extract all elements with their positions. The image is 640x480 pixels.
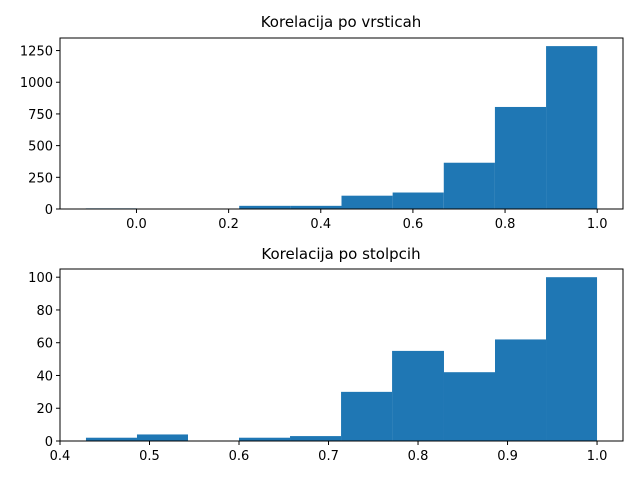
y-tick-label: 250	[28, 171, 53, 186]
y-tick-label: 750	[28, 108, 53, 123]
chart-title: Korelacija po vrsticah	[261, 13, 422, 31]
histogram-bar	[443, 372, 496, 441]
histogram-bar	[341, 195, 393, 209]
x-tick-label: 0.4	[310, 217, 331, 232]
histogram-bar	[290, 205, 342, 209]
histogram-bars	[85, 277, 598, 441]
histogram-bar	[494, 106, 547, 209]
x-tick-label: 0.2	[218, 217, 239, 232]
histogram-bar	[495, 339, 547, 441]
histogram-bar	[341, 391, 393, 441]
x-axis-ticks: 0.4 0.5 0.6 0.7 0.8 0.9 1.0	[50, 441, 608, 464]
x-axis-ticks: 0.0 0.2 0.4 0.6 0.8 1.0	[126, 209, 608, 232]
axes-frame	[59, 37, 624, 210]
x-tick-label: 0.6	[403, 217, 424, 232]
histogram-bar	[392, 350, 444, 441]
chart-title: Korelacija po stolpcih	[261, 245, 420, 263]
y-tick-label: 0	[45, 203, 53, 218]
y-axis-ticks: 0 20 40 60 80 100	[28, 271, 60, 450]
x-tick-label: 0.8	[495, 217, 516, 232]
histogram-bar	[443, 162, 495, 209]
histogram-rows-panel: Korelacija po vrsticah 0 250 500 750 1000 125…	[20, 13, 624, 232]
histogram-bar	[392, 192, 444, 209]
y-tick-label: 0	[45, 435, 53, 450]
histogram-bar	[546, 46, 598, 209]
y-axis-ticks: 0 250 500 750 1000 1250	[20, 45, 60, 218]
histogram-bar	[85, 437, 137, 441]
x-tick-label: 0.0	[126, 217, 147, 232]
x-tick-label: 0.5	[139, 449, 160, 464]
x-tick-label: 0.9	[497, 449, 518, 464]
x-tick-label: 0.8	[408, 449, 429, 464]
x-tick-label: 1.0	[587, 449, 608, 464]
y-tick-label: 60	[36, 337, 53, 352]
y-tick-label: 40	[36, 369, 53, 384]
histogram-bar	[290, 436, 342, 441]
histogram-bar	[546, 277, 598, 441]
y-tick-label: 500	[28, 140, 53, 155]
y-tick-label: 80	[36, 304, 53, 319]
x-tick-label: 0.7	[318, 449, 339, 464]
histogram-bar	[239, 205, 291, 209]
axes-frame	[59, 268, 624, 442]
histogram-bar	[239, 437, 291, 441]
y-tick-label: 1000	[20, 76, 53, 91]
y-tick-label: 20	[36, 402, 53, 417]
x-tick-label: 0.4	[50, 449, 71, 464]
histogram-bar	[136, 434, 188, 441]
y-tick-label: 1250	[20, 45, 53, 60]
x-tick-label: 0.6	[229, 449, 250, 464]
x-tick-label: 1.0	[587, 217, 608, 232]
y-tick-label: 100	[28, 271, 53, 286]
histogram-bars	[85, 46, 598, 209]
